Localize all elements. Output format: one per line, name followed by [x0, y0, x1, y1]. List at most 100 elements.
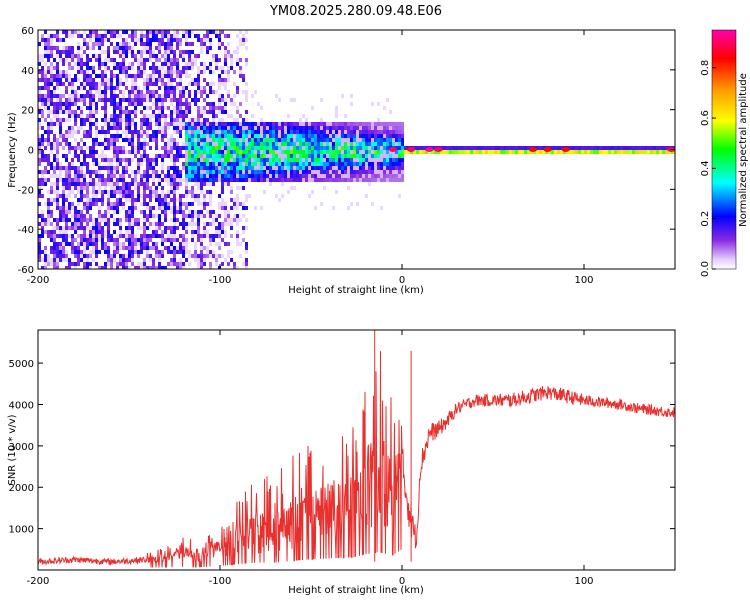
- heatmap-cell: [212, 166, 215, 170]
- heatmap-cell: [140, 102, 143, 106]
- heatmap-cell: [167, 78, 170, 82]
- heatmap-cell: [179, 74, 182, 78]
- heatmap-cell: [59, 226, 62, 230]
- heatmap-cell: [377, 146, 380, 150]
- heatmap-cell: [59, 98, 62, 102]
- heatmap-cell: [50, 210, 53, 214]
- heatmap-cell: [104, 134, 107, 138]
- heatmap-cell: [188, 74, 191, 78]
- heatmap-cell: [308, 174, 311, 178]
- heatmap-cell: [359, 142, 362, 146]
- heatmap-cell: [68, 50, 71, 54]
- heatmap-cell: [71, 202, 74, 206]
- heatmap-cell: [224, 174, 227, 178]
- heatmap-cell: [212, 222, 215, 226]
- heatmap-cell: [329, 134, 332, 138]
- heatmap-cell: [59, 110, 62, 114]
- heatmap-cell: [104, 86, 107, 90]
- heatmap-cell: [101, 142, 104, 146]
- heatmap-cell: [230, 102, 233, 106]
- heatmap-cell: [128, 158, 131, 162]
- heatmap-cell: [542, 150, 545, 154]
- heatmap-cell: [128, 266, 131, 269]
- heatmap-cell: [77, 50, 80, 54]
- heatmap-cell: [248, 154, 251, 158]
- heatmap-cell: [311, 158, 314, 162]
- heatmap-cell: [383, 170, 386, 174]
- heatmap-cell: [164, 202, 167, 206]
- heatmap-cell: [104, 266, 107, 269]
- heatmap-cell: [389, 142, 392, 146]
- heatmap-cell: [92, 82, 95, 86]
- heatmap-cell: [164, 94, 167, 98]
- heatmap-cell: [110, 74, 113, 78]
- heatmap-cell: [305, 122, 308, 126]
- heatmap-cell: [200, 158, 203, 162]
- heatmap-cell: [50, 90, 53, 94]
- heatmap-cell: [137, 186, 140, 190]
- heatmap-cell: [116, 190, 119, 194]
- heatmap-cell: [98, 42, 101, 46]
- heatmap-cell: [131, 182, 134, 186]
- heatmap-cell: [113, 186, 116, 190]
- heatmap-cell: [131, 218, 134, 222]
- heatmap-cell: [314, 142, 317, 146]
- heatmap-cell: [155, 194, 158, 198]
- heatmap-cell: [191, 230, 194, 234]
- heatmap-cell: [149, 34, 152, 38]
- heatmap-cell: [266, 126, 269, 130]
- heatmap-cell: [59, 178, 62, 182]
- heatmap-cell: [134, 74, 137, 78]
- heatmap-cell: [122, 242, 125, 246]
- heatmap-cell: [281, 142, 284, 146]
- heatmap-cell: [176, 182, 179, 186]
- heatmap-cell: [125, 226, 128, 230]
- heatmap-cell: [107, 130, 110, 134]
- heatmap-cell: [134, 234, 137, 238]
- heatmap-cell: [251, 126, 254, 130]
- heatmap-cell: [359, 134, 362, 138]
- heatmap-cell: [233, 94, 236, 98]
- heatmap-cell: [68, 62, 71, 66]
- heatmap-cell: [44, 30, 47, 34]
- heatmap-cell: [242, 162, 245, 166]
- heatmap-cell: [311, 150, 314, 154]
- heatmap-cell: [113, 114, 116, 118]
- heatmap-cell: [275, 170, 278, 174]
- heatmap-cell: [371, 174, 374, 178]
- heatmap-cell: [80, 58, 83, 62]
- heatmap-cell: [209, 46, 212, 50]
- heatmap-cell: [71, 190, 74, 194]
- heatmap-cell: [44, 78, 47, 82]
- heatmap-cell: [170, 198, 173, 202]
- heatmap-cell: [62, 186, 65, 190]
- heatmap-cell: [71, 178, 74, 182]
- heatmap-cell: [170, 206, 173, 210]
- heatmap-cell: [497, 150, 500, 154]
- heatmap-cell: [155, 186, 158, 190]
- heatmap-cell: [71, 238, 74, 242]
- heatmap-cell: [197, 182, 200, 186]
- heatmap-cell: [245, 154, 248, 158]
- heatmap-cell: [62, 182, 65, 186]
- heatmap-cell: [95, 118, 98, 122]
- heatmap-cell: [170, 166, 173, 170]
- heatmap-cell: [191, 42, 194, 46]
- heatmap-cell: [188, 150, 191, 154]
- heatmap-cell: [41, 126, 44, 130]
- heatmap-cell: [269, 150, 272, 154]
- heatmap-cell: [335, 158, 338, 162]
- heatmap-cell: [212, 102, 215, 106]
- heatmap-cell: [353, 158, 356, 162]
- heatmap-cell: [230, 258, 233, 262]
- heatmap-cell: [227, 70, 230, 74]
- heatmap-cell: [311, 154, 314, 158]
- heatmap-cell: [155, 170, 158, 174]
- heatmap-cell: [257, 170, 260, 174]
- heatmap-cell: [89, 66, 92, 70]
- heatmap-cell: [224, 46, 227, 50]
- heatmap-cell: [164, 142, 167, 146]
- heatmap-cell: [320, 202, 323, 206]
- heatmap-cell: [179, 42, 182, 46]
